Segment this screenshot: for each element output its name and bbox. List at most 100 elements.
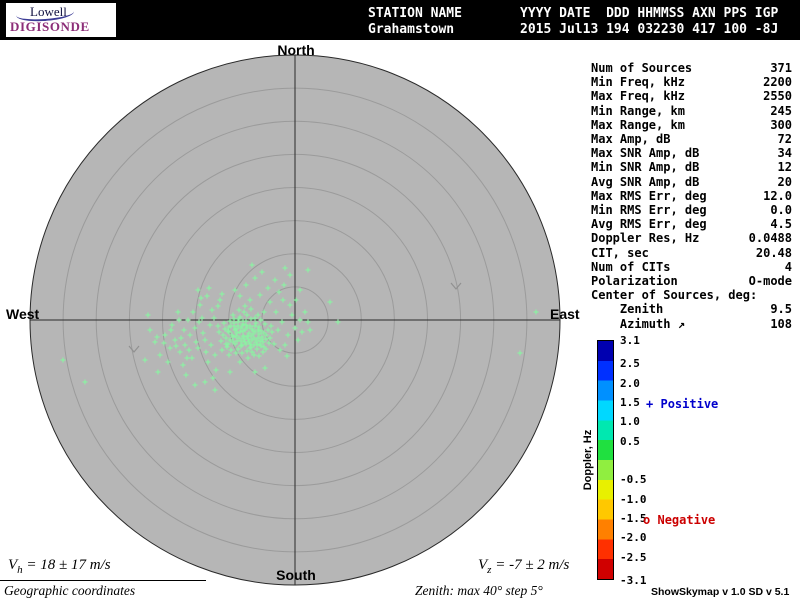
- logo-digisonde-text: DIGISONDE: [10, 19, 90, 34]
- parameter-label: Min RMS Err, deg: [591, 203, 707, 218]
- colorbar-tick-label: -3.1: [620, 574, 647, 587]
- colorbar-tick-label: -2.0: [620, 531, 647, 545]
- parameter-row: Min Freq, kHz 2200: [591, 75, 792, 89]
- coordinates-system-label: Geographic coordinates: [4, 583, 136, 598]
- negative-symbol: o: [643, 513, 651, 527]
- parameter-row: Max RMS Err, deg 12.0: [591, 189, 792, 203]
- horizontal-velocity-text: Vh = 18 ± 17 m/s: [8, 557, 111, 576]
- parameter-row: Avg RMS Err, deg 4.5: [591, 217, 792, 231]
- compass-north-label: North: [277, 42, 315, 58]
- parameter-row: Min Range, km 245: [591, 104, 792, 118]
- parameter-row: Max Freq, kHz 2550: [591, 89, 792, 103]
- parameter-row: Center of Sources, deg:: [591, 288, 792, 302]
- gray-chevron-marker: [450, 282, 462, 290]
- parameter-value: 4.5: [770, 217, 792, 232]
- parameter-row: CIT, sec 20.48: [591, 246, 792, 260]
- software-version-label: ShowSkymap v 1.0 SD v 5.1: [651, 586, 790, 598]
- compass-east-label: East: [550, 306, 580, 322]
- zenith-range-note: Zenith: max 40° step 5°: [415, 583, 543, 598]
- parameter-label: Num of Sources: [591, 61, 693, 75]
- positive-label: Positive: [660, 397, 719, 411]
- parameter-row: Num of CITs 4: [591, 260, 792, 274]
- parameter-label: CIT, sec: [591, 245, 649, 260]
- colorbar-tick-label: -1.5: [620, 512, 647, 526]
- colorbar-tick-label: -2.5: [620, 550, 647, 564]
- colorbar-tick-label: -0.5: [620, 473, 647, 487]
- parameter-label: Min Range, km: [591, 103, 685, 118]
- parameter-value: O-mode: [748, 274, 792, 289]
- parameters-panel: Num of Sources 371 Min Freq, kHz 2200 Max Fr…: [591, 61, 792, 331]
- legend-negative: o Negative: [643, 513, 715, 527]
- station-name-value: Grahamstown: [368, 22, 455, 37]
- parameter-label: Max Freq, kHz: [591, 89, 685, 104]
- vertical-velocity-text: Vz = -7 ± 2 m/s: [478, 557, 570, 576]
- header-bar: Lowell DIGISONDE STATION NAME YYYY DATE …: [0, 0, 800, 40]
- parameter-value: 300: [770, 117, 792, 132]
- parameter-row: Avg SNR Amp, dB 20: [591, 175, 792, 189]
- parameter-label: Center of Sources, deg:: [591, 288, 758, 303]
- station-name-header: STATION NAME: [368, 6, 462, 21]
- parameters-rows: Num of Sources 371 Min Freq, kHz 2200 Max Fr…: [591, 61, 792, 331]
- parameter-label: Max Range, km: [591, 117, 685, 132]
- parameter-value: 4: [784, 259, 792, 274]
- parameter-label: Num of CITs: [591, 259, 671, 274]
- datetime-columns-header: YYYY DATE DDD HHMMSS AXN PPS IGP: [520, 6, 779, 21]
- parameter-row: Zenith 9.5: [591, 302, 792, 316]
- parameter-value: 9.5: [770, 302, 792, 317]
- parameter-label: Avg SNR Amp, dB: [591, 174, 700, 189]
- parameter-label: Min Freq, kHz: [591, 75, 685, 90]
- colorbar-tick-label: 2.5: [620, 357, 640, 371]
- logo-lowell-text: Lowell: [30, 4, 67, 19]
- parameter-value: 371: [770, 61, 792, 75]
- parameter-label: Avg RMS Err, deg: [591, 217, 707, 232]
- parameter-label: Azimuth ↗: [591, 316, 685, 331]
- lowell-digisonde-logo: Lowell DIGISONDE: [6, 3, 116, 37]
- parameter-label: Min SNR Amp, dB: [591, 160, 700, 175]
- colorbar-tick-label: 2.0: [620, 376, 640, 390]
- colorbar-tick-label: 1.5: [620, 395, 640, 409]
- parameter-row: Num of Sources 371: [591, 61, 792, 75]
- parameter-row: Polarization O-mode: [591, 274, 792, 288]
- crosshair-axes: [30, 55, 560, 585]
- colorbar-tick-label: -1.0: [620, 492, 647, 506]
- parameter-label: Max SNR Amp, dB: [591, 146, 700, 161]
- legend-positive: + Positive: [646, 397, 718, 411]
- parameter-row: Max Amp, dB 72: [591, 132, 792, 146]
- compass-south-label: South: [276, 567, 316, 583]
- source-points: [60, 262, 539, 393]
- parameter-label: Max Amp, dB: [591, 132, 671, 147]
- datetime-columns-value: 2015 Jul13 194 032230 417 100 -8J: [520, 22, 779, 37]
- colorbar-gradient: [597, 340, 614, 580]
- parameter-row: Max Range, km 300: [591, 118, 792, 132]
- parameter-value: 12.0: [763, 188, 792, 203]
- parameter-label: Max RMS Err, deg: [591, 188, 707, 203]
- parameter-row: Max SNR Amp, dB 34: [591, 146, 792, 160]
- parameter-label: Polarization: [591, 274, 678, 289]
- parameter-row: Doppler Res, Hz 0.0488: [591, 231, 792, 245]
- parameter-value: 0.0488: [748, 231, 792, 246]
- parameter-row: Min RMS Err, deg 0.0: [591, 203, 792, 217]
- positive-symbol: +: [646, 397, 654, 411]
- colorbar-tick-label: 0.5: [620, 434, 640, 448]
- parameter-value: 20: [777, 174, 792, 189]
- compass-west-label: West: [6, 306, 40, 322]
- parameter-row: Min SNR Amp, dB 12: [591, 160, 792, 174]
- colorbar-title: Doppler, Hz: [582, 429, 594, 491]
- parameter-value: 34: [777, 146, 792, 161]
- parameter-value: 2550: [763, 89, 792, 104]
- parameter-value: 72: [777, 132, 792, 147]
- parameter-value: 20.48: [755, 245, 792, 260]
- parameter-value: 0.0: [770, 203, 792, 218]
- parameter-value: 2200: [763, 75, 792, 90]
- parameter-row: Azimuth ↗ 108: [591, 317, 792, 331]
- colorbar-tick-label: 1.0: [620, 415, 640, 429]
- gray-chevron-marker: [128, 345, 140, 353]
- colorbar-ticks: 3.1 2.5 2.0 1.5 1.0 0.5 -0.5 -1.0 -1.5 -2.0 -2.5 -3…: [620, 0, 656, 600]
- negative-label: Negative: [657, 513, 716, 527]
- footer-separator-line: [0, 580, 206, 581]
- parameter-label: Doppler Res, Hz: [591, 231, 700, 246]
- parameter-value: 12: [777, 160, 792, 175]
- colorbar-tick-label: 3.1: [620, 334, 640, 347]
